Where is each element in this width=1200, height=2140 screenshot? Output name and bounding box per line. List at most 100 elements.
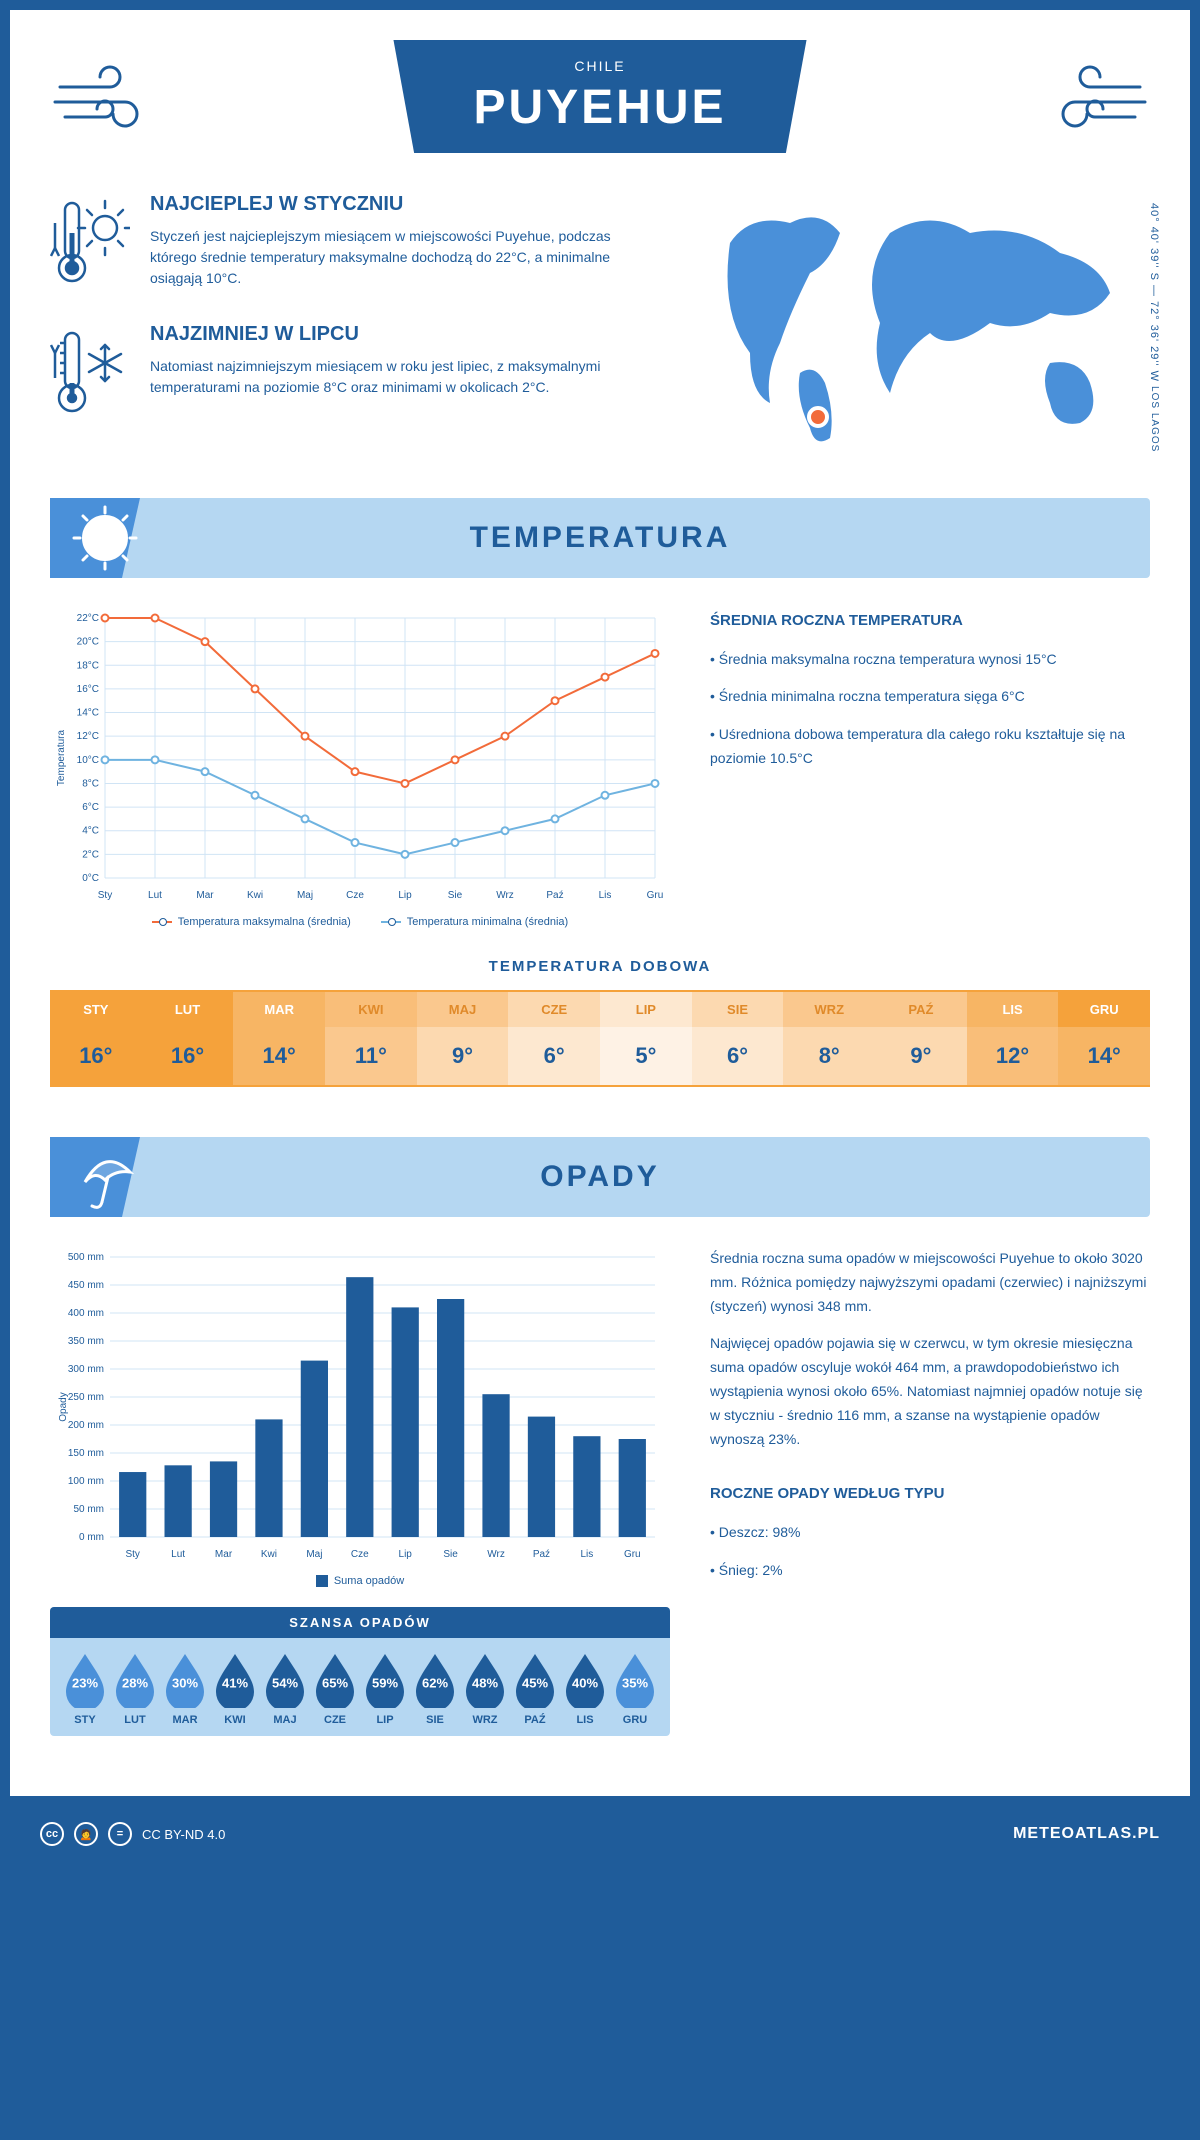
region-text: LOS LAGOS — [1149, 386, 1160, 452]
svg-text:Cze: Cze — [346, 890, 364, 901]
rain-chance-item: 35% GRU — [612, 1652, 658, 1726]
rain-p1: Średnia roczna suma opadów w miejscowośc… — [710, 1247, 1150, 1318]
svg-text:Lis: Lis — [580, 1549, 593, 1560]
svg-text:Gru: Gru — [624, 1549, 641, 1560]
svg-text:Kwi: Kwi — [247, 890, 263, 901]
svg-text:Gru: Gru — [647, 890, 664, 901]
svg-text:Wrz: Wrz — [496, 890, 514, 901]
rain-chance-item: 28% LUT — [112, 1652, 158, 1726]
footer: cc 🙍 = CC BY-ND 4.0 METEOATLAS.PL — [10, 1806, 1190, 1862]
rain-chance-item: 45% PAŹ — [512, 1652, 558, 1726]
rain-chance-box: SZANSA OPADÓW 23% STY 28% LUT 30% MAR 41… — [50, 1607, 670, 1736]
fact-warmest-text: Styczeń jest najcieplejszym miesiącem w … — [150, 226, 650, 289]
fact-coldest: NAJZIMNIEJ W LIPCU Natomiast najzimniejs… — [50, 323, 650, 423]
svg-text:300 mm: 300 mm — [68, 1364, 104, 1375]
fact-warmest-title: NAJCIEPLEJ W STYCZNIU — [150, 193, 650, 216]
rain-types-heading: ROCZNE OPADY WEDŁUG TYPU — [710, 1481, 1150, 1507]
wind-icon-right — [1030, 57, 1150, 137]
svg-text:500 mm: 500 mm — [68, 1252, 104, 1263]
svg-text:Sty: Sty — [98, 890, 112, 901]
daily-temp-cell: MAJ 9° — [417, 990, 509, 1087]
svg-text:10°C: 10°C — [77, 755, 99, 766]
svg-text:Paź: Paź — [546, 890, 563, 901]
umbrella-icon — [70, 1142, 140, 1212]
legend-min: Temperatura minimalna (średnia) — [381, 916, 568, 928]
rain-type-rain: Deszcz: 98% — [710, 1521, 1150, 1545]
svg-text:150 mm: 150 mm — [68, 1448, 104, 1459]
rain-chance-item: 48% WRZ — [462, 1652, 508, 1726]
svg-text:Wrz: Wrz — [487, 1549, 505, 1560]
daily-temp-cell: SIE 6° — [692, 990, 784, 1087]
daily-temp-cell: WRZ 8° — [783, 990, 875, 1087]
thermometer-snow-icon — [50, 323, 130, 423]
svg-text:100 mm: 100 mm — [68, 1476, 104, 1487]
daily-temp-title: TEMPERATURA DOBOWA — [50, 958, 1150, 975]
rain-chance-item: 65% CZE — [312, 1652, 358, 1726]
svg-text:Opady: Opady — [58, 1392, 69, 1421]
fact-coldest-title: NAJZIMNIEJ W LIPCU — [150, 323, 650, 346]
section-header-precipitation: OPADY — [50, 1137, 1150, 1217]
temperature-heading: TEMPERATURA — [50, 521, 1150, 555]
daily-temp-cell: KWI 11° — [325, 990, 417, 1087]
precipitation-summary: Średnia roczna suma opadów w miejscowośc… — [710, 1247, 1150, 1736]
world-map-icon — [690, 193, 1130, 453]
daily-temperature-table: STY 16° LUT 16° MAR 14° KWI 11° MAJ 9° C… — [50, 990, 1150, 1087]
temp-bullet-1: Średnia maksymalna roczna temperatura wy… — [710, 648, 1150, 672]
svg-text:Lut: Lut — [148, 890, 162, 901]
fact-warmest: NAJCIEPLEJ W STYCZNIU Styczeń jest najci… — [50, 193, 650, 293]
header: PUYEHUE CHILE — [50, 40, 1150, 153]
temperature-summary: ŚREDNIA ROCZNA TEMPERATURA Średnia maksy… — [710, 608, 1150, 928]
svg-text:Temperatura: Temperatura — [56, 729, 67, 786]
svg-text:Lip: Lip — [398, 890, 412, 901]
daily-temp-cell: LUT 16° — [142, 990, 234, 1087]
rain-chance-title: SZANSA OPADÓW — [50, 1607, 670, 1638]
svg-text:22°C: 22°C — [77, 613, 99, 624]
svg-text:Sty: Sty — [125, 1549, 139, 1560]
country-subtitle: CHILE — [473, 58, 726, 74]
svg-text:400 mm: 400 mm — [68, 1308, 104, 1319]
brand-text: METEOATLAS.PL — [1013, 1825, 1160, 1843]
sun-icon — [70, 503, 140, 573]
location-title: PUYEHUE — [473, 80, 726, 135]
svg-text:2°C: 2°C — [82, 849, 99, 860]
svg-text:4°C: 4°C — [82, 826, 99, 837]
temp-summary-heading: ŚREDNIA ROCZNA TEMPERATURA — [710, 608, 1150, 634]
svg-text:18°C: 18°C — [77, 660, 99, 671]
svg-text:8°C: 8°C — [82, 778, 99, 789]
svg-text:Mar: Mar — [196, 890, 214, 901]
title-banner: PUYEHUE CHILE — [393, 40, 806, 153]
section-header-temperature: TEMPERATURA — [50, 498, 1150, 578]
world-map-container: 40° 40' 39'' S — 72° 36' 29'' W LOS LAGO… — [690, 193, 1150, 458]
rain-chance-item: 54% MAJ — [262, 1652, 308, 1726]
temp-bullet-3: Uśredniona dobowa temperatura dla całego… — [710, 723, 1150, 771]
by-icon: 🙍 — [74, 1822, 98, 1846]
svg-text:Paź: Paź — [533, 1549, 550, 1560]
thermometer-sun-icon — [50, 193, 130, 293]
svg-text:350 mm: 350 mm — [68, 1336, 104, 1347]
rain-p2: Najwięcej opadów pojawia się w czerwcu, … — [710, 1332, 1150, 1451]
svg-text:450 mm: 450 mm — [68, 1280, 104, 1291]
svg-text:Sie: Sie — [443, 1549, 458, 1560]
svg-text:Lis: Lis — [599, 890, 612, 901]
cc-icon: cc — [40, 1822, 64, 1846]
rain-chance-item: 40% LIS — [562, 1652, 608, 1726]
nd-icon: = — [108, 1822, 132, 1846]
rain-chance-item: 23% STY — [62, 1652, 108, 1726]
daily-temp-cell: CZE 6° — [508, 990, 600, 1087]
coords-text: 40° 40' 39'' S — 72° 36' 29'' W — [1148, 203, 1160, 382]
daily-temp-cell: LIS 12° — [967, 990, 1059, 1087]
rain-chance-item: 30% MAR — [162, 1652, 208, 1726]
svg-text:0 mm: 0 mm — [79, 1532, 104, 1543]
svg-text:0°C: 0°C — [82, 873, 99, 884]
rain-chance-item: 62% SIE — [412, 1652, 458, 1726]
svg-text:12°C: 12°C — [77, 731, 99, 742]
info-row: NAJCIEPLEJ W STYCZNIU Styczeń jest najci… — [50, 193, 1150, 458]
legend-max: Temperatura maksymalna (średnia) — [152, 916, 351, 928]
precipitation-heading: OPADY — [50, 1160, 1150, 1194]
wind-icon-left — [50, 57, 170, 137]
svg-text:16°C: 16°C — [77, 684, 99, 695]
svg-text:6°C: 6°C — [82, 802, 99, 813]
daily-temp-cell: MAR 14° — [233, 990, 325, 1087]
svg-text:Maj: Maj — [306, 1549, 322, 1560]
license-text: CC BY-ND 4.0 — [142, 1827, 225, 1842]
